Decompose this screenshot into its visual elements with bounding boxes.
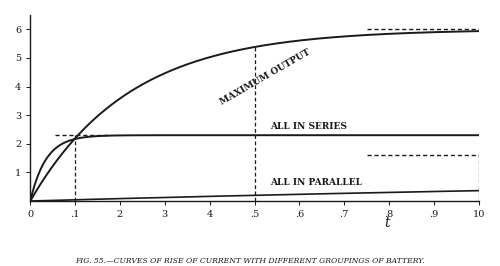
Text: MAXIMUM OUTPUT: MAXIMUM OUTPUT: [218, 48, 312, 107]
Text: FIG. 55.—CURVES OF RISE OF CURRENT WITH DIFFERENT GROUPINGS OF BATTERY.: FIG. 55.—CURVES OF RISE OF CURRENT WITH …: [75, 257, 425, 265]
Text: ALL IN SERIES: ALL IN SERIES: [270, 122, 347, 131]
Text: ALL IN PARALLEL: ALL IN PARALLEL: [270, 178, 362, 187]
Text: t: t: [384, 216, 390, 230]
